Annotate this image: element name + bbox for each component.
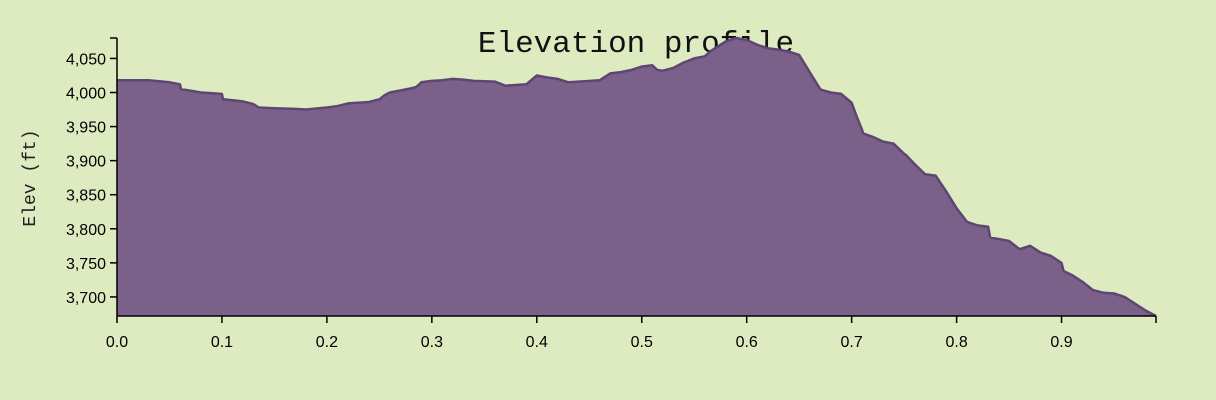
y-tick-label: 3,900	[66, 154, 106, 171]
x-tick-label: 0.4	[526, 334, 548, 351]
x-tick-label: 0.1	[211, 334, 233, 351]
x-tick-label: 0.5	[631, 334, 653, 351]
x-tick-label: 0.6	[736, 334, 758, 351]
y-tick-label: 3,950	[66, 120, 106, 137]
y-tick-label: 3,750	[66, 256, 106, 273]
elevation-area	[117, 38, 1156, 316]
x-tick-label: 0.8	[945, 334, 967, 351]
y-tick-label: 4,050	[66, 51, 106, 68]
y-tick-label: 3,700	[66, 290, 106, 307]
y-tick-label: 3,800	[66, 222, 106, 239]
y-tick-label: 4,000	[66, 86, 106, 103]
plot-area	[117, 36, 1157, 318]
x-tick-label: 0.7	[841, 334, 863, 351]
elevation-line	[117, 36, 1157, 318]
y-tick-label: 3,850	[66, 188, 106, 205]
x-tick-label: 0.2	[316, 334, 338, 351]
x-tick-label: 0.3	[421, 334, 443, 351]
x-tick-label: 0.9	[1050, 334, 1072, 351]
y-axis-label: Elev (ft)	[21, 129, 41, 226]
axes: 3,700 3,750 3,800 3,850 3,900 3,950 4,000 4,050…	[66, 37, 1157, 351]
x-tick-label: 0.0	[106, 334, 128, 351]
